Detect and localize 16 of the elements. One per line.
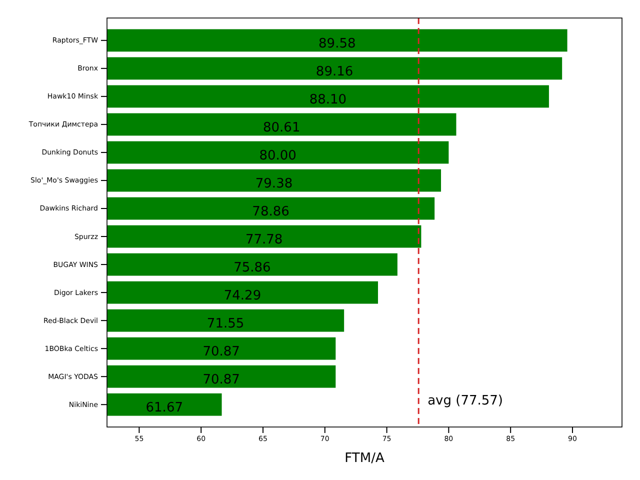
data-label: 70.87 (202, 372, 240, 388)
data-label: 79.38 (255, 176, 293, 192)
ref-line-label: avg (77.57) (428, 394, 504, 409)
data-label: 77.78 (245, 232, 283, 248)
data-label: 80.00 (259, 148, 296, 164)
x-axis-title: FTM/A (344, 451, 384, 466)
data-label: 61.67 (146, 400, 183, 416)
data-label: 74.29 (224, 288, 262, 304)
data-label: 89.16 (316, 64, 354, 80)
data-label: 78.86 (252, 204, 290, 220)
data-label: 71.55 (206, 316, 244, 332)
data-label: 80.61 (263, 120, 300, 136)
data-label: 88.10 (309, 92, 347, 108)
data-label: 75.86 (234, 260, 271, 276)
data-label: 89.58 (318, 36, 356, 52)
data-label: 70.87 (202, 344, 240, 360)
